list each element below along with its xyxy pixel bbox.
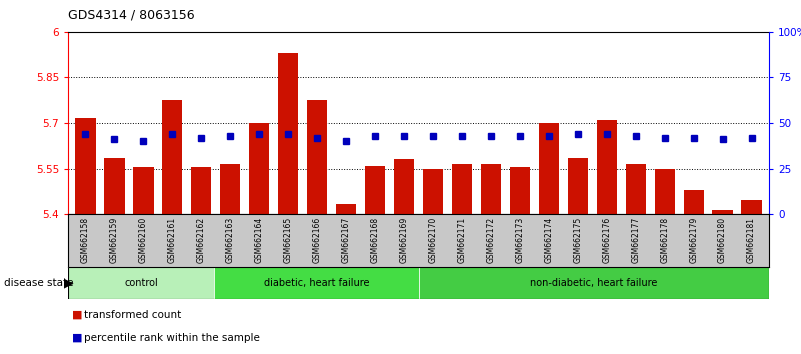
Bar: [481, 164, 501, 214]
Text: GSM662166: GSM662166: [312, 217, 322, 263]
Bar: [220, 164, 240, 214]
Text: GSM662178: GSM662178: [660, 217, 669, 263]
Bar: [418, 267, 769, 299]
Bar: [597, 120, 617, 214]
Text: GSM662169: GSM662169: [400, 217, 409, 263]
Bar: [626, 164, 646, 214]
Text: non-diabetic, heart failure: non-diabetic, heart failure: [530, 278, 658, 288]
Text: GSM662163: GSM662163: [226, 217, 235, 263]
Bar: [68, 267, 214, 299]
Text: GSM662170: GSM662170: [429, 217, 437, 263]
Bar: [104, 158, 125, 214]
Text: percentile rank within the sample: percentile rank within the sample: [84, 333, 260, 343]
Text: GSM662162: GSM662162: [197, 217, 206, 263]
Bar: [423, 169, 443, 214]
Text: GSM662180: GSM662180: [718, 217, 727, 263]
Text: ■: ■: [72, 333, 83, 343]
Text: GSM662179: GSM662179: [689, 217, 698, 263]
Text: disease state: disease state: [4, 278, 74, 288]
Bar: [163, 100, 183, 214]
Text: GSM662159: GSM662159: [110, 217, 119, 263]
Text: GSM662171: GSM662171: [457, 217, 466, 263]
Bar: [191, 167, 211, 214]
Text: GSM662164: GSM662164: [255, 217, 264, 263]
Bar: [365, 166, 385, 214]
Bar: [249, 123, 269, 214]
Bar: [568, 158, 588, 214]
Bar: [394, 159, 414, 214]
Text: control: control: [124, 278, 158, 288]
Text: transformed count: transformed count: [84, 310, 181, 320]
Text: GSM662173: GSM662173: [515, 217, 525, 263]
Bar: [278, 53, 298, 214]
Bar: [509, 167, 530, 214]
Bar: [683, 190, 704, 214]
Text: GSM662160: GSM662160: [139, 217, 148, 263]
Text: GSM662181: GSM662181: [747, 217, 756, 263]
Bar: [75, 119, 95, 214]
Bar: [133, 167, 154, 214]
Bar: [712, 210, 733, 214]
Text: GSM662175: GSM662175: [574, 217, 582, 263]
Bar: [452, 164, 472, 214]
Bar: [742, 200, 762, 214]
Text: GSM662161: GSM662161: [168, 217, 177, 263]
Text: GSM662176: GSM662176: [602, 217, 611, 263]
Text: GDS4314 / 8063156: GDS4314 / 8063156: [68, 9, 195, 22]
Text: GSM662168: GSM662168: [371, 217, 380, 263]
Text: ▶: ▶: [64, 277, 74, 290]
Bar: [214, 267, 418, 299]
Text: GSM662177: GSM662177: [631, 217, 640, 263]
Text: diabetic, heart failure: diabetic, heart failure: [264, 278, 369, 288]
Text: GSM662167: GSM662167: [341, 217, 351, 263]
Text: GSM662174: GSM662174: [545, 217, 553, 263]
Bar: [307, 100, 328, 214]
Bar: [539, 123, 559, 214]
Text: GSM662172: GSM662172: [486, 217, 496, 263]
Text: GSM662165: GSM662165: [284, 217, 292, 263]
Bar: [654, 169, 674, 214]
Bar: [336, 204, 356, 214]
Text: GSM662158: GSM662158: [81, 217, 90, 263]
Text: ■: ■: [72, 310, 83, 320]
